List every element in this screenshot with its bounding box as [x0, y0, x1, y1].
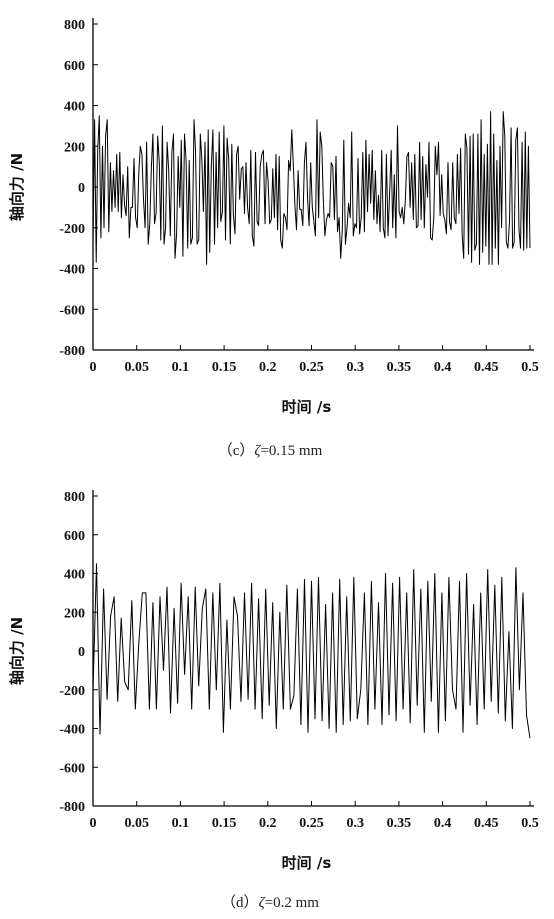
x-tick-label: 0 [90, 360, 97, 375]
x-tick-label: 0.15 [212, 816, 237, 831]
x-tick-label: 0.35 [387, 360, 412, 375]
y-tick-label: 200 [64, 140, 85, 155]
y-tick-label: 200 [64, 606, 85, 621]
chart-panel-0: 800 600 400 200 0 -200 -400 -600 -800 0 0.05 0.1 0.1… [8, 18, 539, 459]
caption-symbol: ζ [254, 443, 261, 459]
x-tick-label: 0 [90, 816, 97, 831]
y-tick-label: -800 [59, 344, 85, 359]
x-tick-label: 0.5 [521, 816, 539, 831]
y-tick-label: -600 [59, 303, 85, 318]
y-tick-label: 0 [78, 645, 85, 660]
caption-value: =0.2 mm [265, 895, 320, 911]
y-tick-label: 0 [78, 181, 85, 196]
y-tick-label: -400 [59, 723, 85, 738]
x-tick-label: 0.3 [346, 816, 364, 831]
y-tick-label: -400 [59, 263, 85, 278]
x-tick-label: 0.3 [346, 360, 364, 375]
x-tick-label: 0.4 [434, 360, 452, 375]
x-tick-label: 0.45 [474, 360, 499, 375]
x-tick-label: 0.15 [212, 360, 237, 375]
y-tick-label: 400 [64, 100, 85, 115]
caption-symbol: ζ [259, 895, 266, 911]
x-axis-label: 时间 /s [282, 398, 332, 416]
x-tick-label: 0.35 [387, 816, 412, 831]
figure-caption: （d）ζ=0.2 mm [221, 894, 319, 911]
x-tick-label: 0.4 [434, 816, 452, 831]
series-line-axial-force [92, 111, 531, 265]
x-tick-label: 0.45 [474, 816, 499, 831]
x-tick-label: 0.1 [172, 816, 190, 831]
x-axis-label: 时间 /s [282, 854, 332, 872]
caption-prefix: （c） [218, 442, 255, 459]
y-tick-label: 400 [64, 568, 85, 583]
x-tick-label: 0.2 [259, 360, 277, 375]
y-tick-label: 600 [64, 59, 85, 74]
y-tick-label: -200 [59, 684, 85, 699]
y-tick-label: 800 [64, 490, 85, 505]
x-tick-label: 0.1 [172, 360, 190, 375]
x-tick-label: 0.5 [521, 360, 539, 375]
x-tick-label: 0.05 [124, 816, 149, 831]
caption-value: =0.15 mm [260, 443, 322, 459]
caption-prefix: （d） [221, 894, 259, 911]
y-tick-label: -200 [59, 222, 85, 237]
y-tick-label: -800 [59, 800, 85, 815]
x-tick-label: 0.25 [299, 816, 324, 831]
series-line-axial-force [92, 563, 531, 739]
x-tick-label: 0.25 [299, 360, 324, 375]
y-tick-label: 800 [64, 18, 85, 33]
x-tick-label: 0.2 [259, 816, 277, 831]
y-tick-label: 600 [64, 529, 85, 544]
y-tick-label: -600 [59, 761, 85, 776]
y-axis-label: 轴向力 /N [8, 153, 26, 221]
chart-panel-1: 800 600 400 200 0 -200 -400 -600 -800 0 0.05 0.1 0.1… [8, 490, 539, 911]
y-axis-label: 轴向力 /N [8, 617, 26, 685]
x-tick-label: 0.05 [124, 360, 149, 375]
figure-caption: （c）ζ=0.15 mm [218, 442, 323, 459]
